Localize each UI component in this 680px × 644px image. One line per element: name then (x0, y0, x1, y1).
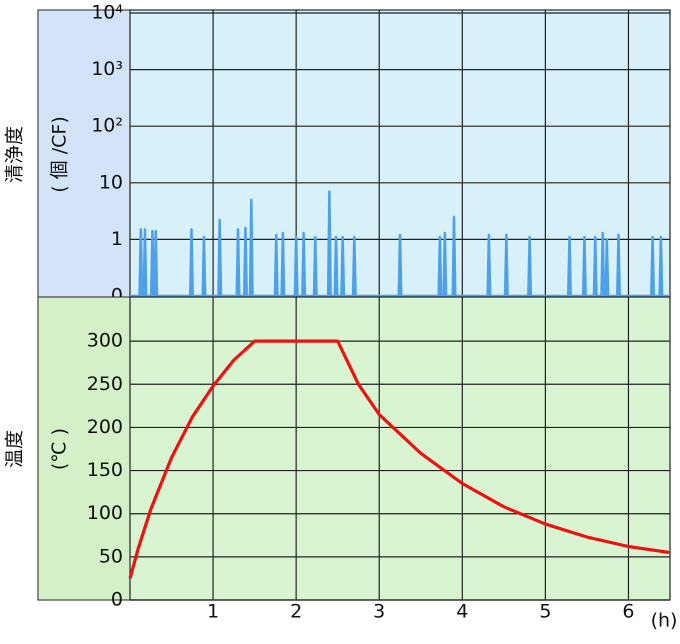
x-tick-label: 5 (539, 601, 551, 623)
x-axis-title: (h) (651, 610, 678, 632)
y-axis-unit: ( 個 /CF) (49, 116, 71, 193)
x-tick-label: 3 (373, 601, 385, 623)
data-line (128, 339, 671, 579)
x-tick-label: 2 (290, 601, 302, 623)
y-tick-label: 10² (91, 115, 123, 137)
y-tick-label: 100 (87, 502, 123, 524)
y-tick-label: 150 (87, 459, 123, 481)
x-tick-label: 4 (456, 601, 468, 623)
x-tick-label: 1 (207, 601, 219, 623)
label-panel (37, 296, 131, 601)
data-line (130, 190, 670, 298)
y-axis-unit: (℃ ) (49, 428, 71, 470)
label-panel (37, 9, 131, 298)
y-tick-label: 10³ (91, 58, 123, 80)
y-tick-label: 250 (87, 373, 123, 395)
y-tick-label: 300 (87, 330, 123, 352)
x-tick-label: 6 (622, 601, 634, 623)
y-tick-label: 0 (111, 589, 123, 611)
y-axis-title: 清浄度 (4, 126, 26, 183)
y-axis-title: 温度 (4, 430, 26, 468)
plot-area (129, 296, 671, 601)
y-tick-label: 10⁴ (91, 2, 123, 24)
y-tick-label: 1 (111, 228, 123, 250)
y-tick-label: 50 (99, 545, 123, 567)
y-tick-label: 10 (99, 171, 123, 193)
y-tick-label: 200 (87, 416, 123, 438)
